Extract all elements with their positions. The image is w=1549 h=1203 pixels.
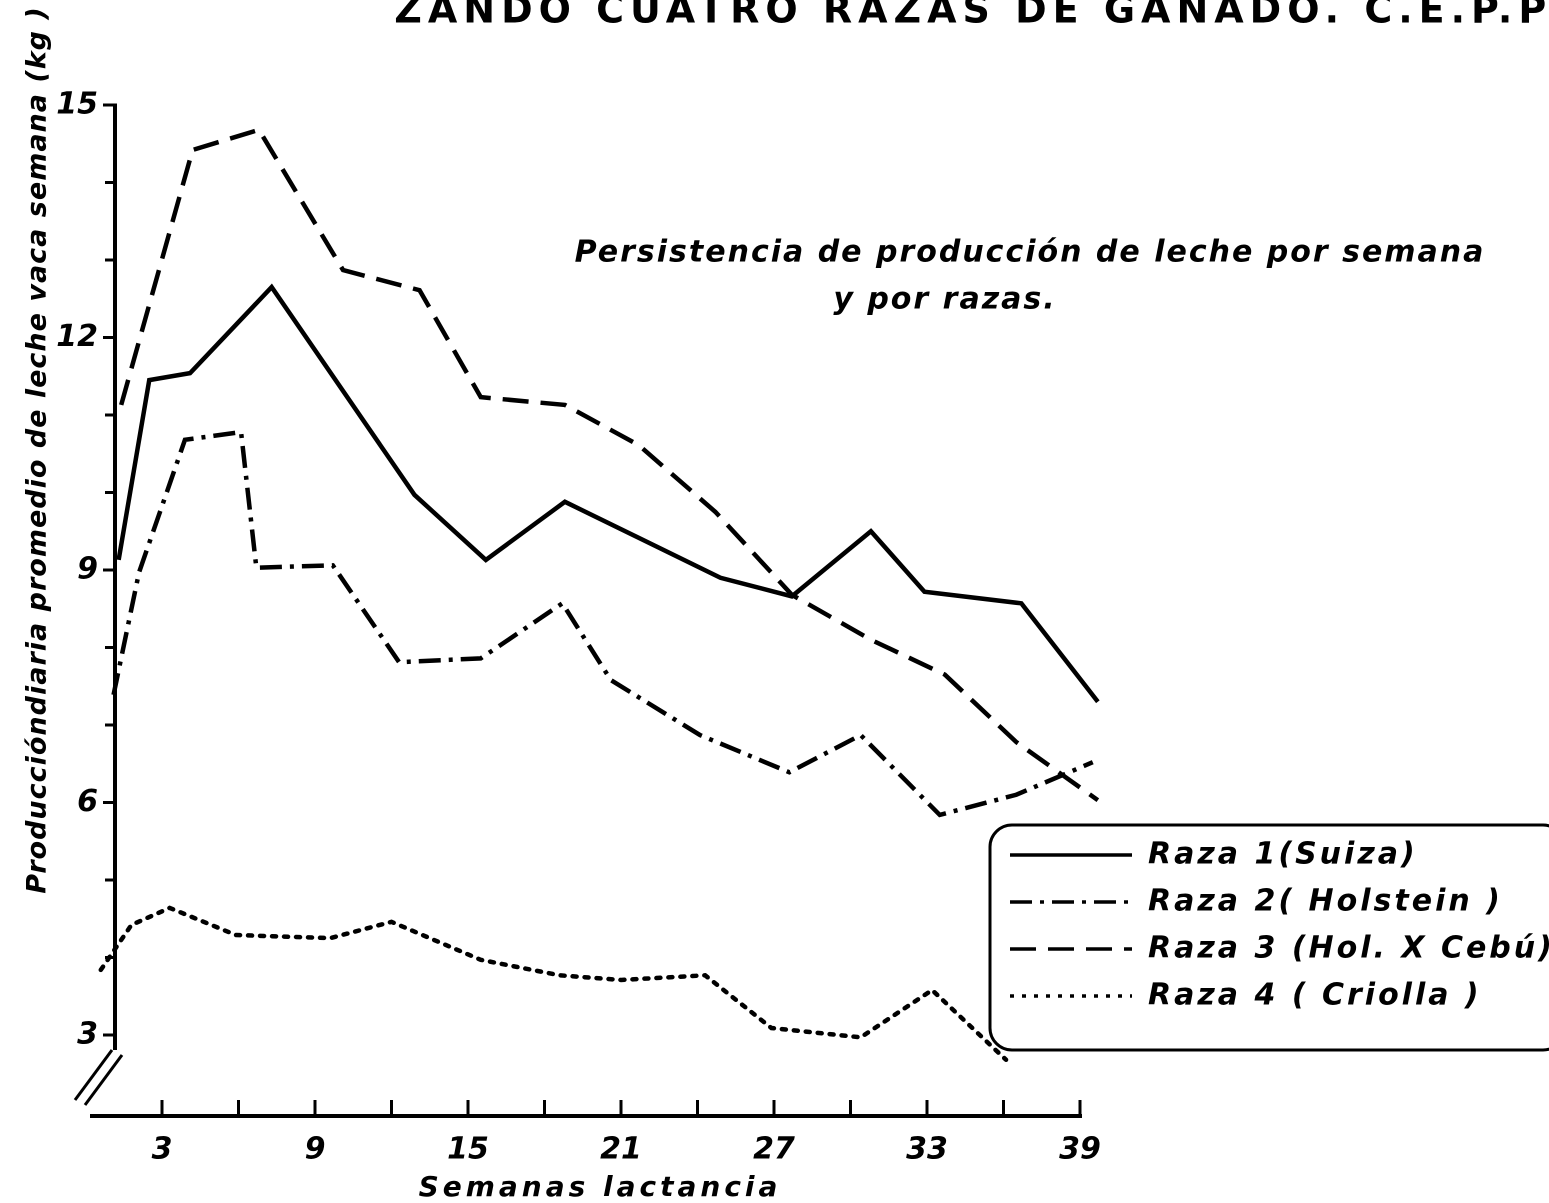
y-tick-label: 15 <box>56 87 98 122</box>
y-axis-label: Produccióndiaria promedio de leche vaca … <box>22 6 53 894</box>
x-tick-label: 27 <box>753 1132 795 1167</box>
legend-label: Raza 1(Suiza) <box>1148 837 1418 872</box>
y-tick-label: 6 <box>77 784 98 819</box>
legend <box>988 823 1549 1052</box>
y-tick-label: 3 <box>77 1017 98 1052</box>
x-tick-label: 9 <box>305 1132 326 1167</box>
x-tick-label: 3 <box>152 1132 173 1167</box>
legend-label: Raza 4 ( Criolla ) <box>1148 978 1482 1013</box>
series-line <box>98 905 1009 1063</box>
x-tick-label: 21 <box>600 1132 642 1167</box>
x-axis-label: Semanas lactancia <box>419 1170 782 1203</box>
chart-title: ZANDO CUATRO RAZAS DE GANADO. C.E.P.P.I.… <box>394 0 1549 32</box>
x-tick-label: 39 <box>1059 1132 1101 1167</box>
axis-break <box>73 1049 114 1101</box>
y-tick-label: 9 <box>77 552 98 587</box>
series-line <box>119 127 1100 803</box>
axis-break <box>83 1054 124 1106</box>
x-tick-label: 15 <box>447 1132 489 1167</box>
legend-label: Raza 3 (Hol. X Cebú) <box>1148 931 1549 966</box>
series-line <box>116 283 1100 704</box>
y-tick-label: 12 <box>56 319 98 354</box>
annotation: Persistencia de producción de leche por … <box>575 235 1486 270</box>
legend-label: Raza 2( Holstein ) <box>1148 884 1503 919</box>
series-line <box>111 429 1094 818</box>
x-tick-label: 33 <box>906 1132 948 1167</box>
annotation: y por razas. <box>833 282 1056 317</box>
